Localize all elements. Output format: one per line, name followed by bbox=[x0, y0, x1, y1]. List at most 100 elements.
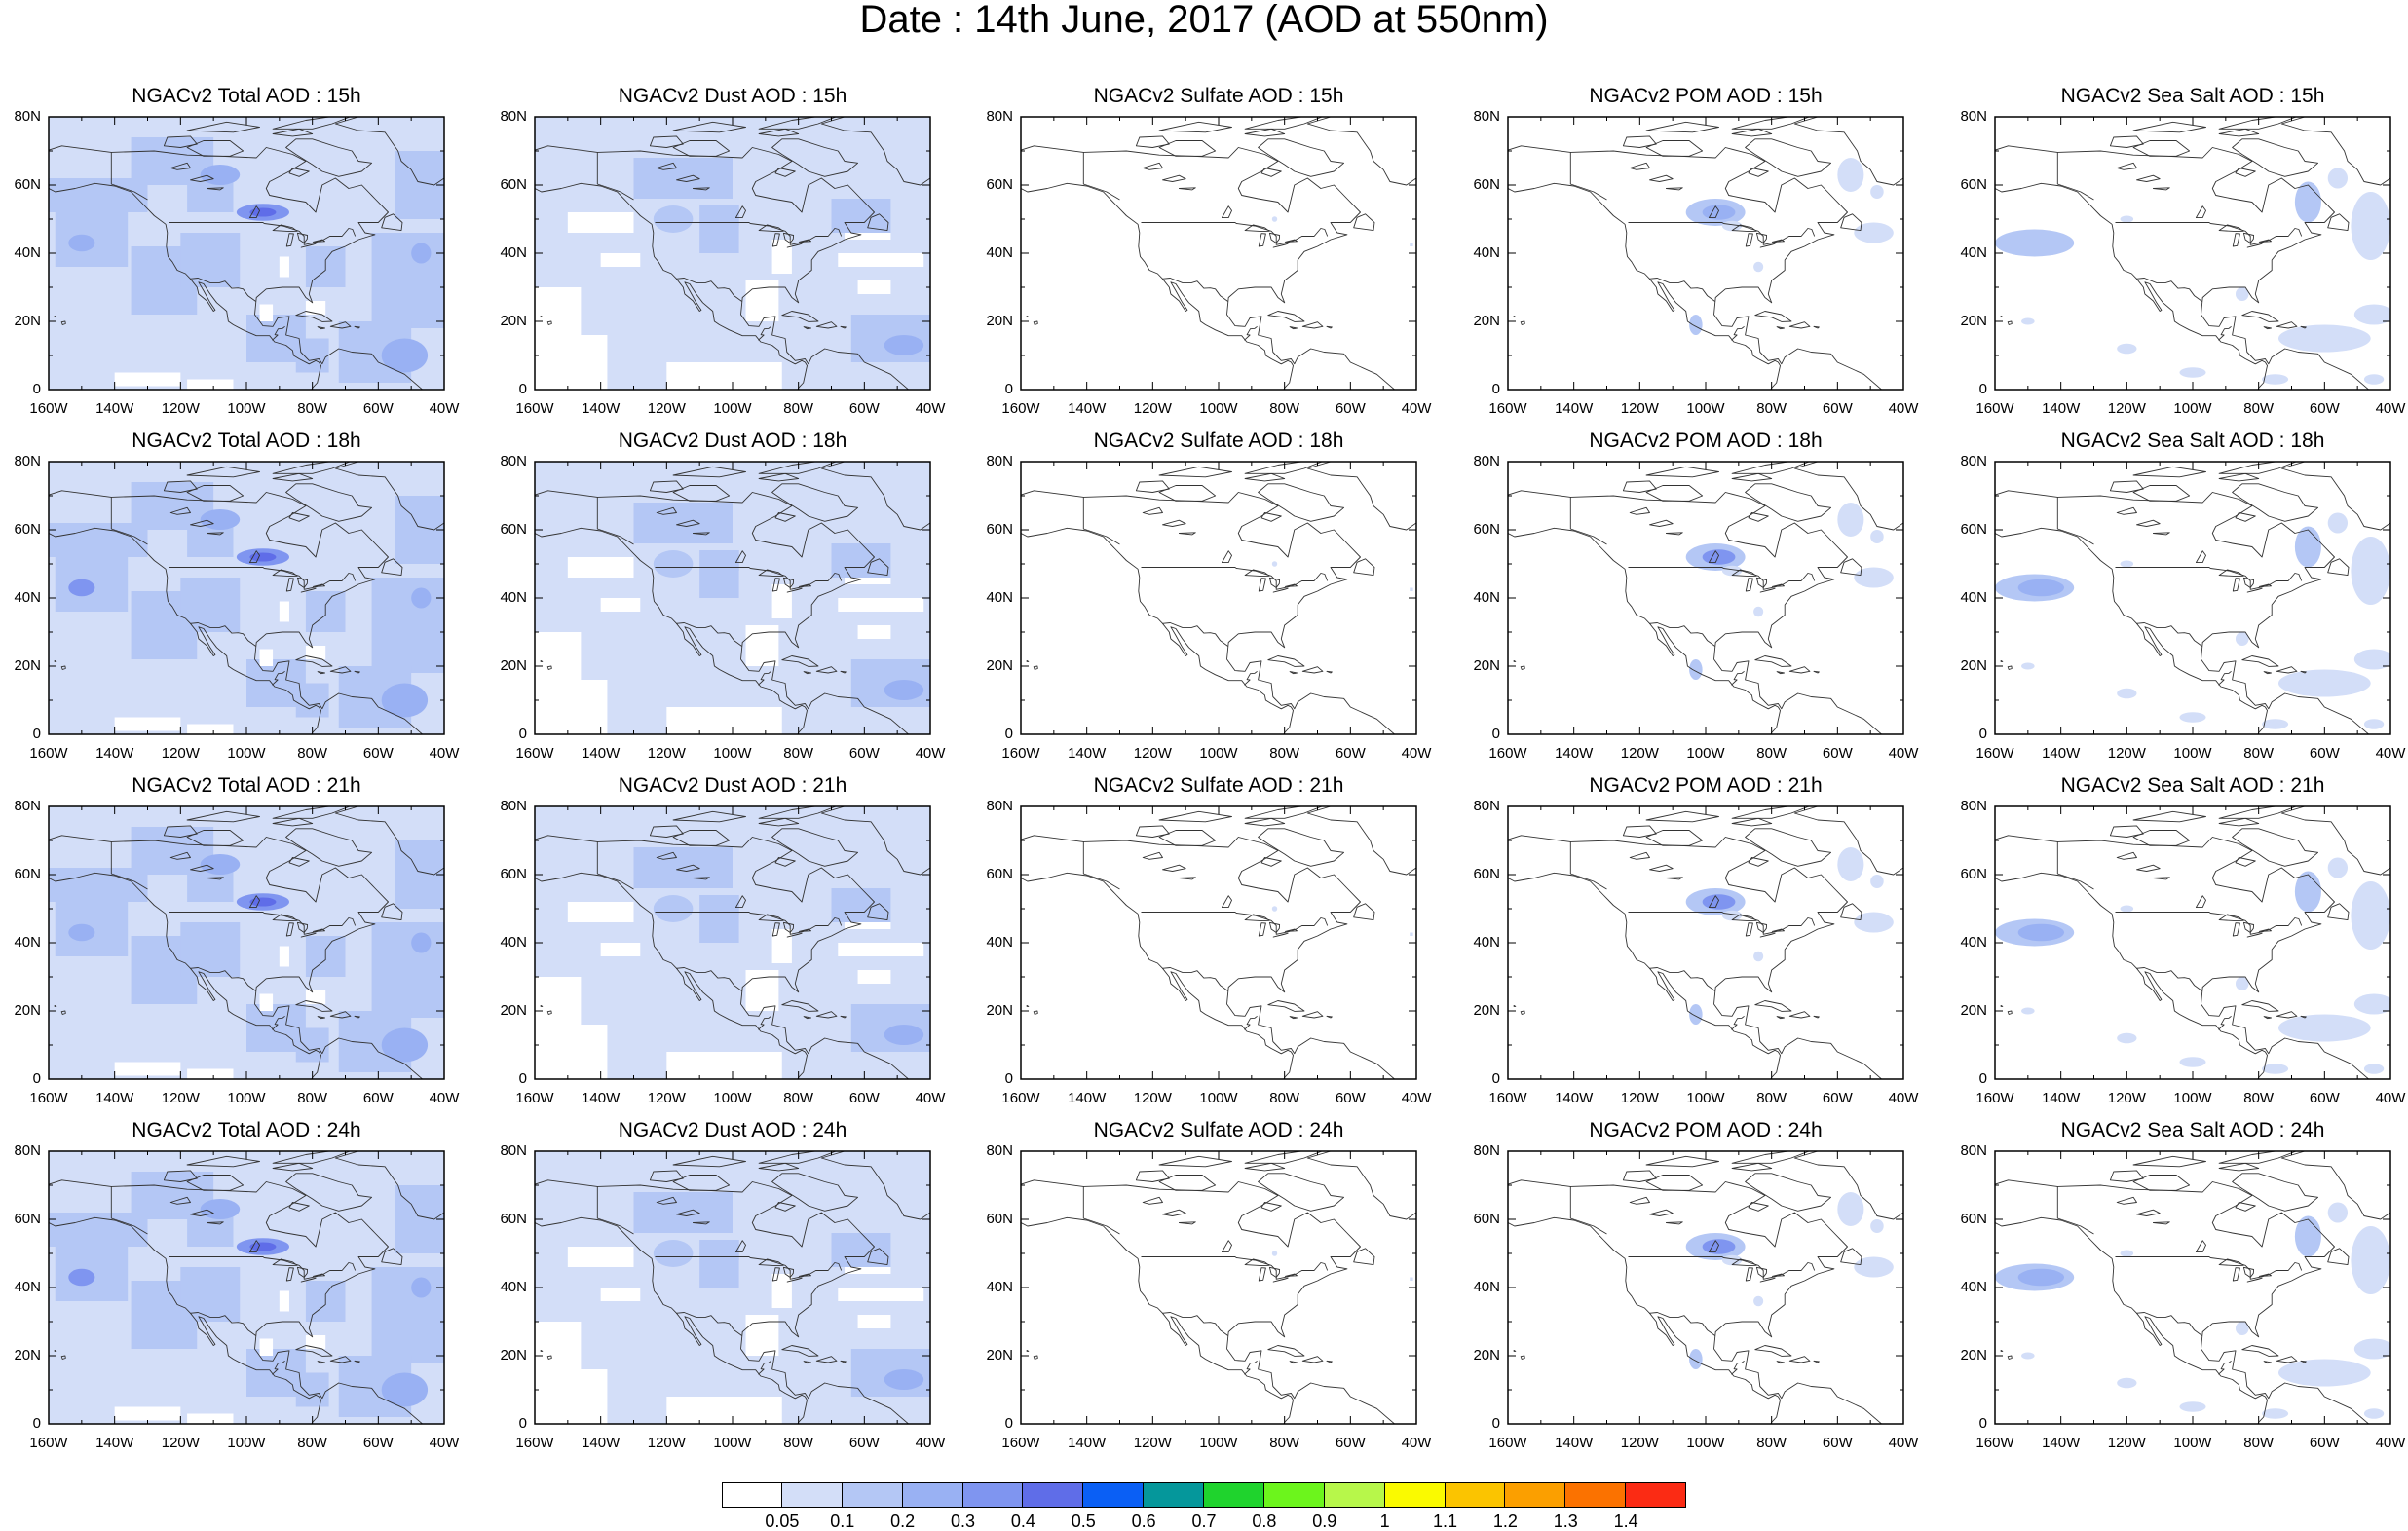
landmass-outline bbox=[734, 895, 746, 909]
x-tick-label: 120W bbox=[2107, 1435, 2146, 1451]
landmass-outline bbox=[672, 466, 746, 478]
map-panel-sulfate-18h: NGACv2 Sulfate AOD : 18h 80N 60N 40N 20N 0 160… bbox=[986, 429, 1431, 762]
landmass-outline bbox=[2109, 480, 2144, 493]
landmass-outline bbox=[649, 1170, 684, 1182]
landmass-outline bbox=[774, 1202, 796, 1212]
map-panel-dust-18h: NGACv2 Dust AOD : 18h 80N 60N 40N 20N 0 160W 14… bbox=[500, 429, 945, 762]
landmass-outline bbox=[1268, 577, 1281, 588]
aod-field-patch bbox=[600, 943, 641, 956]
landmass-outline bbox=[190, 519, 214, 527]
aod-field-patch bbox=[2277, 669, 2371, 697]
landmass-outline bbox=[867, 558, 889, 577]
landmass-outline bbox=[206, 1221, 224, 1225]
coastline bbox=[2136, 622, 2202, 647]
aod-field-patch bbox=[699, 205, 739, 253]
landmass-outline bbox=[2195, 550, 2206, 564]
landmass-outline bbox=[1258, 1267, 1266, 1282]
landmass-outline bbox=[1793, 806, 1903, 876]
y-tick-label: 0 bbox=[1004, 1070, 1013, 1087]
landmass-outline bbox=[2241, 1345, 2279, 1357]
landmass-outline bbox=[1840, 558, 1862, 577]
x-tick-label: 140W bbox=[582, 1090, 621, 1106]
panel-title: NGACv2 Dust AOD : 21h bbox=[618, 774, 847, 797]
landmass-outline bbox=[771, 828, 859, 867]
aod-field-patch bbox=[131, 137, 214, 185]
landmass-outline bbox=[285, 1173, 373, 1212]
coastline bbox=[535, 490, 910, 734]
landmass-outline bbox=[2300, 1360, 2307, 1363]
landmass-outline bbox=[2218, 117, 2298, 130]
panel-title: NGACv2 Dust AOD : 15h bbox=[618, 85, 847, 107]
landmass-outline bbox=[1272, 932, 1289, 938]
landmass-outline bbox=[1267, 655, 1305, 667]
landmass-outline bbox=[2327, 903, 2350, 921]
landmass-outline bbox=[169, 506, 191, 515]
coastline bbox=[1141, 567, 1329, 590]
aod-field-patch bbox=[131, 1172, 214, 1219]
landmass-outline bbox=[734, 550, 746, 564]
landmass-outline bbox=[54, 1004, 57, 1007]
x-tick-label: 60W bbox=[848, 1435, 880, 1451]
landmass-outline bbox=[786, 587, 803, 593]
landmass-outline bbox=[296, 921, 309, 933]
landmass-outline bbox=[317, 1016, 325, 1020]
landmass-outline bbox=[1158, 140, 1217, 157]
y-tick-label: 80N bbox=[1473, 108, 1500, 125]
x-tick-label: 140W bbox=[2042, 1435, 2081, 1451]
x-tick-label: 120W bbox=[161, 400, 200, 417]
x-tick-label: 100W bbox=[227, 400, 266, 417]
y-tick-label: 60N bbox=[14, 866, 41, 882]
coastline bbox=[1995, 1216, 2268, 1424]
y-tick-label: 40N bbox=[986, 934, 1013, 951]
aod-field-patch bbox=[371, 233, 444, 328]
landmass-outline bbox=[1771, 239, 1785, 243]
landmass-outline bbox=[2263, 1361, 2272, 1364]
landmass-outline bbox=[820, 1151, 930, 1220]
y-tick-label: 80N bbox=[500, 108, 527, 125]
aod-field-patch bbox=[2262, 374, 2289, 385]
aod-field-patch bbox=[845, 1267, 891, 1274]
panel-title: NGACv2 POM AOD : 24h bbox=[1589, 1119, 1823, 1141]
map-frame bbox=[1507, 1150, 1904, 1425]
landmass-outline bbox=[1289, 671, 1298, 675]
landmass-outline bbox=[169, 851, 191, 860]
landmass-outline bbox=[1162, 864, 1186, 872]
landmass-outline bbox=[758, 1162, 800, 1172]
colorbar-label: 0.2 bbox=[890, 1512, 916, 1531]
landmass-outline bbox=[2232, 233, 2240, 247]
coastline bbox=[1649, 278, 1715, 302]
aod-field-patch bbox=[1721, 565, 1743, 577]
x-tick-label: 160W bbox=[1975, 1090, 2014, 1106]
x-tick-label: 140W bbox=[2042, 745, 2081, 762]
coastline bbox=[2056, 1186, 2094, 1235]
x-tick-label: 60W bbox=[362, 400, 394, 417]
x-tick-label: 40W bbox=[915, 400, 946, 417]
coastline bbox=[1162, 1312, 1228, 1336]
x-tick-label: 140W bbox=[582, 1435, 621, 1451]
aod-map bbox=[1994, 1150, 2391, 1425]
y-tick-label: 20N bbox=[14, 657, 41, 674]
landmass-outline bbox=[248, 895, 260, 909]
landmass-outline bbox=[354, 1360, 360, 1363]
y-tick-label: 60N bbox=[986, 866, 1013, 882]
landmass-outline bbox=[786, 932, 803, 938]
colorbar-swatch bbox=[781, 1482, 843, 1508]
aod-field-patch bbox=[2363, 1064, 2385, 1074]
coastline bbox=[676, 967, 742, 991]
landmass-outline bbox=[1284, 239, 1298, 243]
landmass-outline bbox=[354, 325, 360, 329]
landmass-outline bbox=[1745, 233, 1753, 247]
landmass-outline bbox=[1326, 670, 1333, 674]
landmass-outline bbox=[2263, 326, 2272, 330]
landmass-outline bbox=[1306, 806, 1416, 876]
landmass-outline bbox=[2007, 1010, 2013, 1015]
landmass-outline bbox=[288, 168, 310, 177]
landmass-outline bbox=[2241, 311, 2279, 322]
landmass-outline bbox=[1776, 326, 1785, 330]
y-tick-label: 40N bbox=[986, 1279, 1013, 1295]
x-tick-label: 60W bbox=[1335, 1435, 1366, 1451]
landmass-outline bbox=[1731, 1258, 1757, 1267]
landmass-outline bbox=[1731, 817, 1773, 827]
coastline bbox=[1162, 622, 1228, 647]
aod-field-patch bbox=[295, 1027, 329, 1063]
